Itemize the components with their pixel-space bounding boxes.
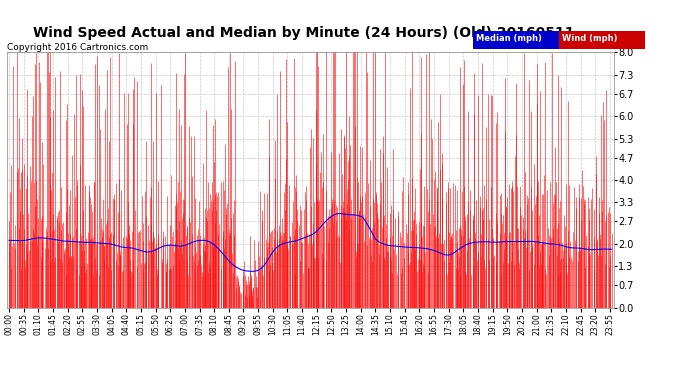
Text: Wind (mph): Wind (mph) [562,34,618,44]
Text: Copyright 2016 Cartronics.com: Copyright 2016 Cartronics.com [7,43,148,52]
Text: Median (mph): Median (mph) [476,34,542,44]
Text: Wind Speed Actual and Median by Minute (24 Hours) (Old) 20160511: Wind Speed Actual and Median by Minute (… [33,26,574,40]
